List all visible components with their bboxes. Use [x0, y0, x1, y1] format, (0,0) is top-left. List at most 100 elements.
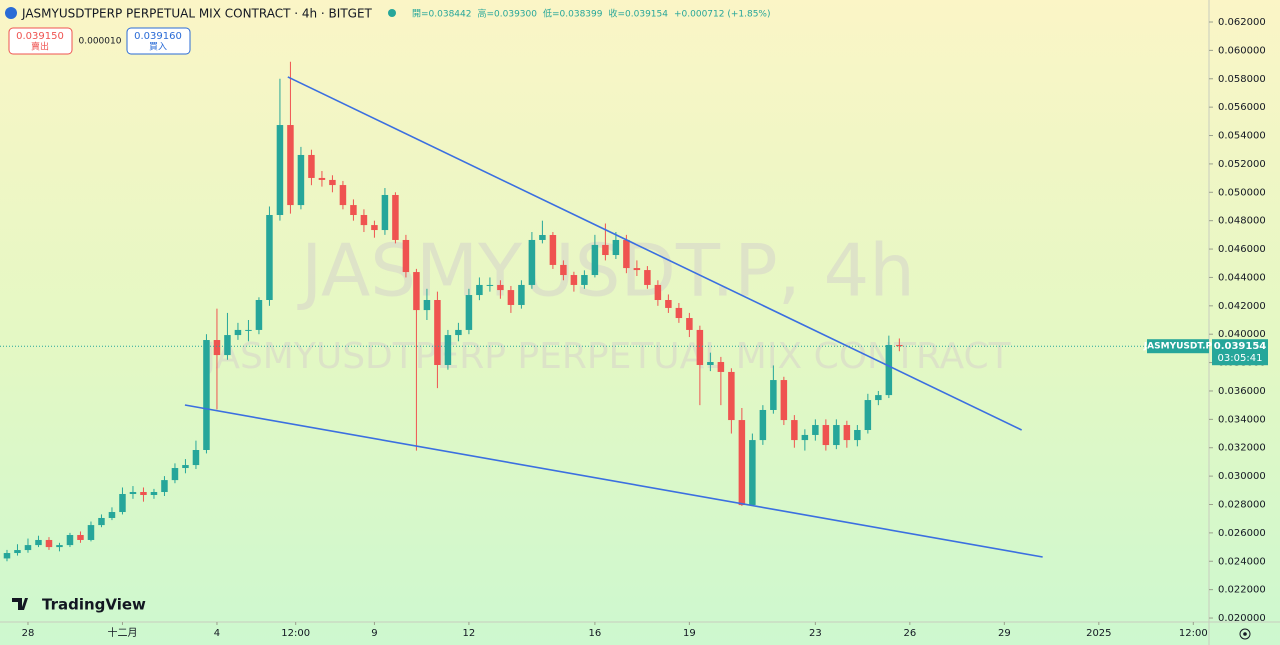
candle-body [108, 512, 116, 518]
x-tick-label: 12:00 [281, 628, 310, 639]
candle-body [35, 539, 42, 546]
x-tick-label: 26 [903, 628, 916, 639]
candle-body [486, 284, 494, 286]
candle-body [192, 450, 200, 466]
candle-body [738, 420, 746, 506]
candle-body [476, 284, 483, 296]
x-tick-label: 2025 [1086, 628, 1111, 639]
last-price-tag [1212, 339, 1268, 366]
ohlc-value: 高=0.039300 [478, 8, 538, 20]
y-tick-label: 0.048000 [1218, 216, 1266, 227]
candle-body [297, 154, 305, 206]
candle-body [14, 550, 21, 554]
settings-icon[interactable] [1239, 628, 1251, 640]
x-tick-label: 29 [998, 628, 1011, 639]
candle-body [875, 395, 882, 401]
candle-body [497, 284, 504, 291]
x-tick-label: 16 [589, 628, 602, 639]
candle-body [213, 340, 221, 356]
candle-body [77, 535, 84, 540]
candle-body [255, 300, 263, 330]
plot [0, 61, 1209, 562]
y-tick-label: 0.054000 [1218, 131, 1266, 142]
candle-body [381, 194, 389, 231]
x-tick-label: 12 [463, 628, 476, 639]
candle-body [318, 177, 326, 180]
y-tick-label: 0.040000 [1218, 329, 1266, 340]
candle-body [812, 425, 819, 435]
watermark: JASMYUSDT.P, 4h [297, 229, 915, 313]
buy-button[interactable] [126, 27, 191, 55]
logo: TradingView [12, 596, 146, 614]
candle-body [339, 185, 347, 206]
y-tick-label: 0.056000 [1218, 102, 1266, 113]
ohlc-summary: 開=0.038442 高=0.039300 低=0.038399 收=0.039154… [412, 8, 771, 20]
y-tick-label: 0.042000 [1218, 301, 1266, 312]
candle-body [549, 235, 557, 265]
candle-body [864, 400, 872, 430]
y-tick-label: 0.028000 [1218, 499, 1266, 510]
candle-body [623, 239, 630, 269]
candle-body [686, 318, 693, 330]
candle-body [717, 362, 725, 372]
candle-body [465, 295, 473, 330]
candle-body [707, 362, 714, 365]
candle-body [287, 125, 294, 206]
candle-body [791, 420, 798, 441]
candle-body [455, 329, 462, 336]
candle-body [413, 272, 420, 311]
candle-body [728, 371, 735, 421]
candle-body [119, 493, 126, 513]
candle-body [66, 535, 74, 546]
candle-body [171, 468, 179, 481]
chart-title: JASMYUSDTPERP PERPETUAL MIX CONTRACT · 4… [21, 7, 373, 21]
candle-body [749, 440, 756, 506]
candle-body [98, 517, 105, 526]
y-tick-label: 0.058000 [1218, 74, 1266, 85]
watermark-group: JASMYUSDT.P, 4h JASMYUSDTPERP PERPETUAL … [203, 229, 1011, 377]
sell-label: 賣出 [31, 41, 49, 53]
x-tick-label: 23 [809, 628, 822, 639]
status-dot [388, 9, 396, 17]
candle-body [654, 284, 662, 301]
candle-body [843, 425, 851, 441]
candle-body [591, 244, 599, 276]
candle-body [602, 244, 609, 256]
ohlc-value: 開=0.038442 [412, 9, 472, 20]
x-tick-label: 19 [683, 628, 696, 639]
y-tick-label: 0.026000 [1218, 528, 1266, 539]
y-tick-label: 0.046000 [1218, 244, 1266, 255]
spread: 0.000010 [79, 37, 122, 47]
symbol-tag-text: JASMYUSDT.P [1143, 342, 1213, 352]
candle-body [644, 270, 651, 285]
candle-body [87, 525, 95, 540]
candle-body [56, 545, 63, 548]
candle-body [392, 194, 399, 240]
candle-body [885, 344, 893, 396]
candle-body [276, 125, 284, 215]
candle-body [150, 492, 158, 495]
trendline [287, 76, 1022, 431]
candle-body [444, 335, 452, 365]
symbol-tag [1147, 339, 1209, 354]
candle-body [675, 307, 683, 319]
logo-mark [12, 598, 28, 610]
candle-body [780, 380, 788, 421]
settings-icon-dot [1243, 632, 1247, 636]
candle-body [182, 465, 189, 469]
ohlc-value: +0.000712 (+1.85%) [674, 10, 771, 20]
sell-button[interactable] [8, 27, 73, 55]
candle-body [234, 329, 242, 336]
candle-body [266, 214, 273, 301]
candle-body [539, 235, 546, 240]
candle-body [360, 214, 368, 226]
last-price-text: 0.039154 [1214, 341, 1267, 352]
y-tick-label: 0.024000 [1218, 556, 1266, 567]
candle-body [24, 545, 32, 551]
candle-body [402, 239, 410, 273]
candle-body [371, 225, 378, 231]
candle-body [528, 239, 536, 285]
candle-body [770, 380, 777, 410]
